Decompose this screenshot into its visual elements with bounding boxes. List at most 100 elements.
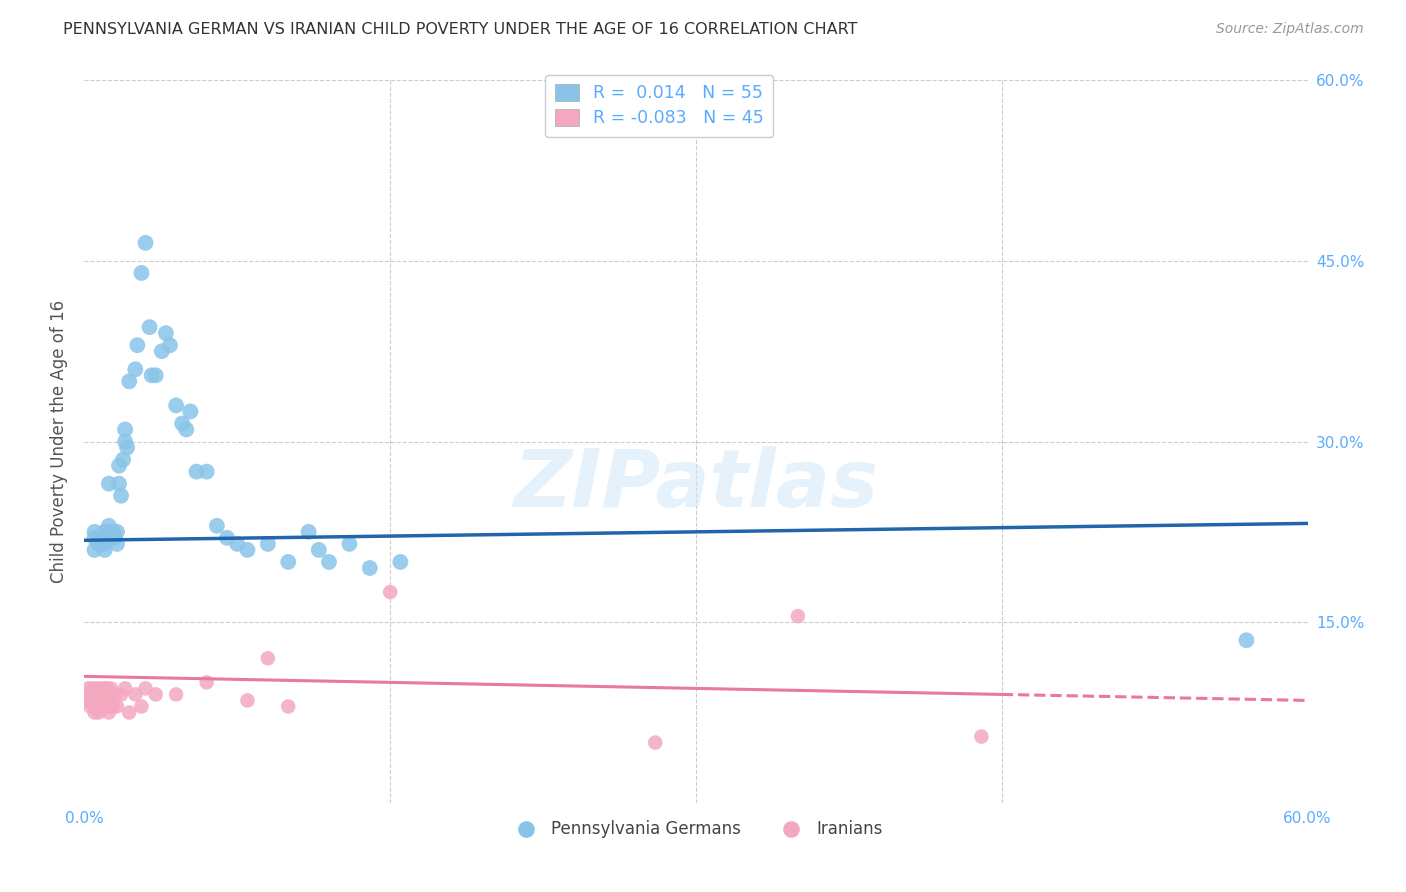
Point [96,699,118,714]
Point [145,687,167,701]
Point [100,681,122,696]
Point [150,344,173,359]
Point [87,537,110,551]
Point [108,476,131,491]
Point [236,542,259,557]
Point [104,687,127,701]
Point [195,675,218,690]
Point [83,531,105,545]
Point [186,465,208,479]
Point [90,681,112,696]
Point [100,531,122,545]
Point [114,681,136,696]
Point [97,518,120,533]
Point [93,524,115,539]
Point [165,398,187,412]
Point [97,706,120,720]
Point [298,524,321,539]
Point [87,706,110,720]
Point [90,537,112,551]
Point [90,699,112,714]
Point [127,338,149,352]
Point [141,368,163,383]
Point [93,681,115,696]
Text: PENNSYLVANIA GERMAN VS IRANIAN CHILD POVERTY UNDER THE AGE OF 16 CORRELATION CHA: PENNSYLVANIA GERMAN VS IRANIAN CHILD POV… [63,22,858,37]
Point [82,681,104,696]
Legend: Pennsylvania Germans, Iranians: Pennsylvania Germans, Iranians [503,814,889,845]
Point [83,542,105,557]
Point [308,542,330,557]
Point [644,735,666,749]
Point [195,465,218,479]
Point [145,368,167,383]
Point [277,699,299,714]
Point [179,404,201,418]
Point [787,609,810,624]
Point [118,374,141,388]
Point [77,693,100,707]
Point [77,681,100,696]
Point [93,542,115,557]
Point [110,489,132,503]
Point [1236,633,1258,648]
Point [83,706,105,720]
Point [93,693,115,707]
Point [135,681,157,696]
Point [236,693,259,707]
Point [205,518,228,533]
Point [114,434,136,449]
Text: ZIPatlas: ZIPatlas [513,446,879,524]
Y-axis label: Child Poverty Under the Age of 16: Child Poverty Under the Age of 16 [49,300,67,583]
Point [83,687,105,701]
Point [93,537,115,551]
Point [79,687,101,701]
Point [174,422,197,436]
Point [82,693,104,707]
Point [257,651,280,665]
Point [165,687,187,701]
Point [359,561,381,575]
Point [138,320,160,334]
Point [118,706,141,720]
Point [87,687,110,701]
Point [226,537,249,551]
Point [79,699,101,714]
Point [970,730,993,744]
Point [155,326,177,340]
Point [108,458,131,473]
Point [172,417,194,431]
Point [277,555,299,569]
Point [97,687,120,701]
Point [339,537,361,551]
Text: Source: ZipAtlas.com: Source: ZipAtlas.com [1216,22,1364,37]
Point [135,235,157,250]
Point [105,699,128,714]
Point [131,699,153,714]
Point [114,422,136,436]
Point [112,452,135,467]
Point [86,681,108,696]
Point [86,699,108,714]
Point [217,531,239,545]
Point [97,476,120,491]
Point [105,524,128,539]
Point [101,699,124,714]
Point [90,531,112,545]
Point [100,524,122,539]
Point [159,338,181,352]
Point [124,362,146,376]
Point [389,555,412,569]
Point [110,687,132,701]
Point [75,687,97,701]
Point [115,441,138,455]
Point [380,585,402,599]
Point [91,687,114,701]
Point [318,555,340,569]
Point [83,699,105,714]
Point [83,524,105,539]
Point [105,537,128,551]
Point [101,524,124,539]
Point [100,699,122,714]
Point [131,266,153,280]
Point [96,681,118,696]
